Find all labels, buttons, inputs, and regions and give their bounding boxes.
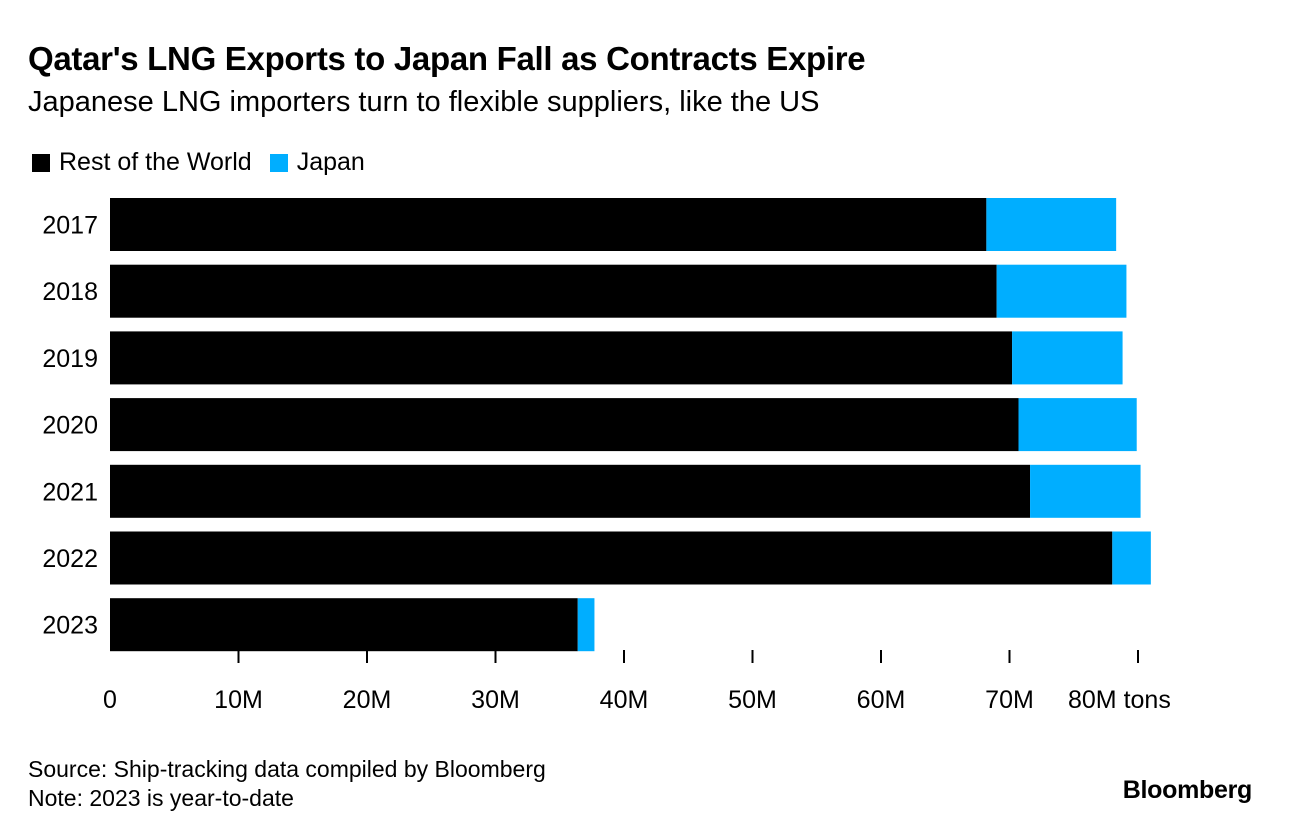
year-label-2017: 2017: [42, 212, 98, 240]
bar-rest-of-world-2019: [110, 331, 1013, 385]
x-tick-label-60: 60M: [857, 686, 906, 714]
legend: Rest of the World Japan: [32, 148, 383, 177]
bar-japan-2020: [1018, 398, 1137, 452]
legend-swatch-japan: [269, 153, 288, 172]
bar-rest-of-world-2021: [110, 464, 1031, 518]
x-tick-label-0: 0: [103, 686, 117, 714]
x-tick-label-80: 80M tons: [1068, 686, 1171, 714]
bar-rest-of-world-2017: [110, 198, 987, 251]
year-label-2022: 2022: [42, 545, 98, 573]
legend-label-japan: Japan: [296, 148, 365, 176]
bar-japan-2023: [577, 598, 595, 652]
legend-item-japan: Japan: [269, 148, 365, 177]
x-tick-label-20: 20M: [343, 686, 392, 714]
source-note: Source: Ship-tracking data compiled by B…: [28, 756, 546, 782]
footer: Source: Ship-tracking data compiled by B…: [28, 755, 546, 813]
x-tick-label-10: 10M: [214, 686, 263, 714]
bar-rest-of-world-2022: [110, 531, 1113, 585]
bar-japan-2018: [996, 264, 1127, 318]
year-label-2020: 2020: [42, 412, 98, 440]
bar-rest-of-world-2020: [110, 398, 1019, 452]
x-tick-label-40: 40M: [600, 686, 649, 714]
bloomberg-logo: Bloomberg: [1122, 776, 1253, 804]
bar-rest-of-world-2018: [110, 264, 997, 318]
legend-item-rest-of-world: Rest of the World: [32, 148, 252, 177]
year-label-2021: 2021: [42, 478, 98, 506]
bar-japan-2019: [1012, 331, 1123, 385]
year-to-date-note: Note: 2023 is year-to-date: [28, 785, 294, 811]
bar-rest-of-world-2023: [110, 598, 578, 652]
chart-subtitle: Japanese LNG importers turn to flexible …: [28, 86, 820, 118]
legend-swatch-rest-of-world: [32, 153, 50, 172]
year-label-2023: 2023: [42, 612, 98, 640]
x-tick-label-70: 70M: [985, 686, 1034, 714]
year-label-2018: 2018: [42, 278, 98, 306]
x-tick-label-30: 30M: [471, 686, 520, 714]
bar-japan-2017: [986, 198, 1117, 251]
bar-japan-2022: [1112, 531, 1151, 585]
x-tick-label-50: 50M: [728, 686, 777, 714]
year-label-2019: 2019: [42, 345, 98, 373]
legend-label-rest-of-world: Rest of the World: [59, 148, 252, 176]
chart-title: Qatar's LNG Exports to Japan Fall as Con…: [28, 40, 866, 77]
bar-japan-2021: [1030, 464, 1141, 518]
